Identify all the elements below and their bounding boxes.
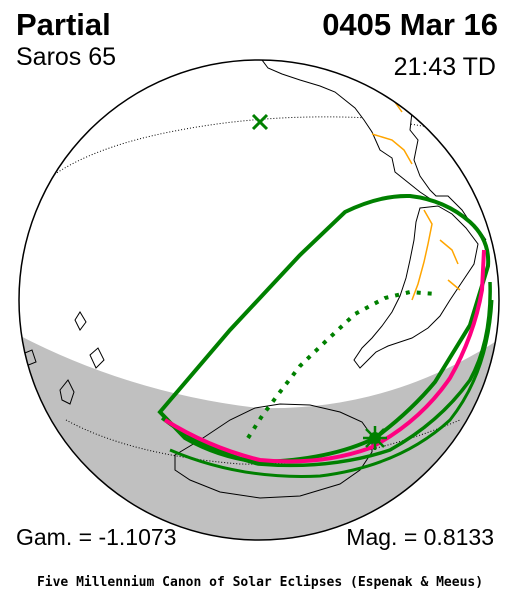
globe-outline <box>18 59 500 541</box>
coastline-islands <box>19 311 105 405</box>
coastline-antarctica <box>174 403 373 499</box>
eclipse-type-title: Partial <box>16 7 111 42</box>
subsolar-point-x-mark-icon <box>251 113 269 131</box>
dotted-parallel-line <box>65 419 461 465</box>
saros-label: Saros 65 <box>16 43 117 71</box>
magnitude-value: Mag. = 0.8133 <box>346 524 494 550</box>
eclipse-date: 0405 Mar 16 <box>322 7 498 42</box>
coastline-north-america <box>261 60 487 241</box>
eclipse-time: 21:43 TD <box>393 53 496 81</box>
gamma-value: Gam. = -1.1073 <box>16 524 177 550</box>
penumbra-outer-limit <box>169 299 494 478</box>
greatest-eclipse-track <box>246 289 437 440</box>
maximum-eclipse-curve <box>163 249 486 464</box>
penumbra-southern-limit <box>160 281 492 468</box>
greatest-eclipse-sun-star-icon <box>363 426 387 450</box>
credit-line: Five Millennium Canon of Solar Eclipses … <box>36 575 484 590</box>
